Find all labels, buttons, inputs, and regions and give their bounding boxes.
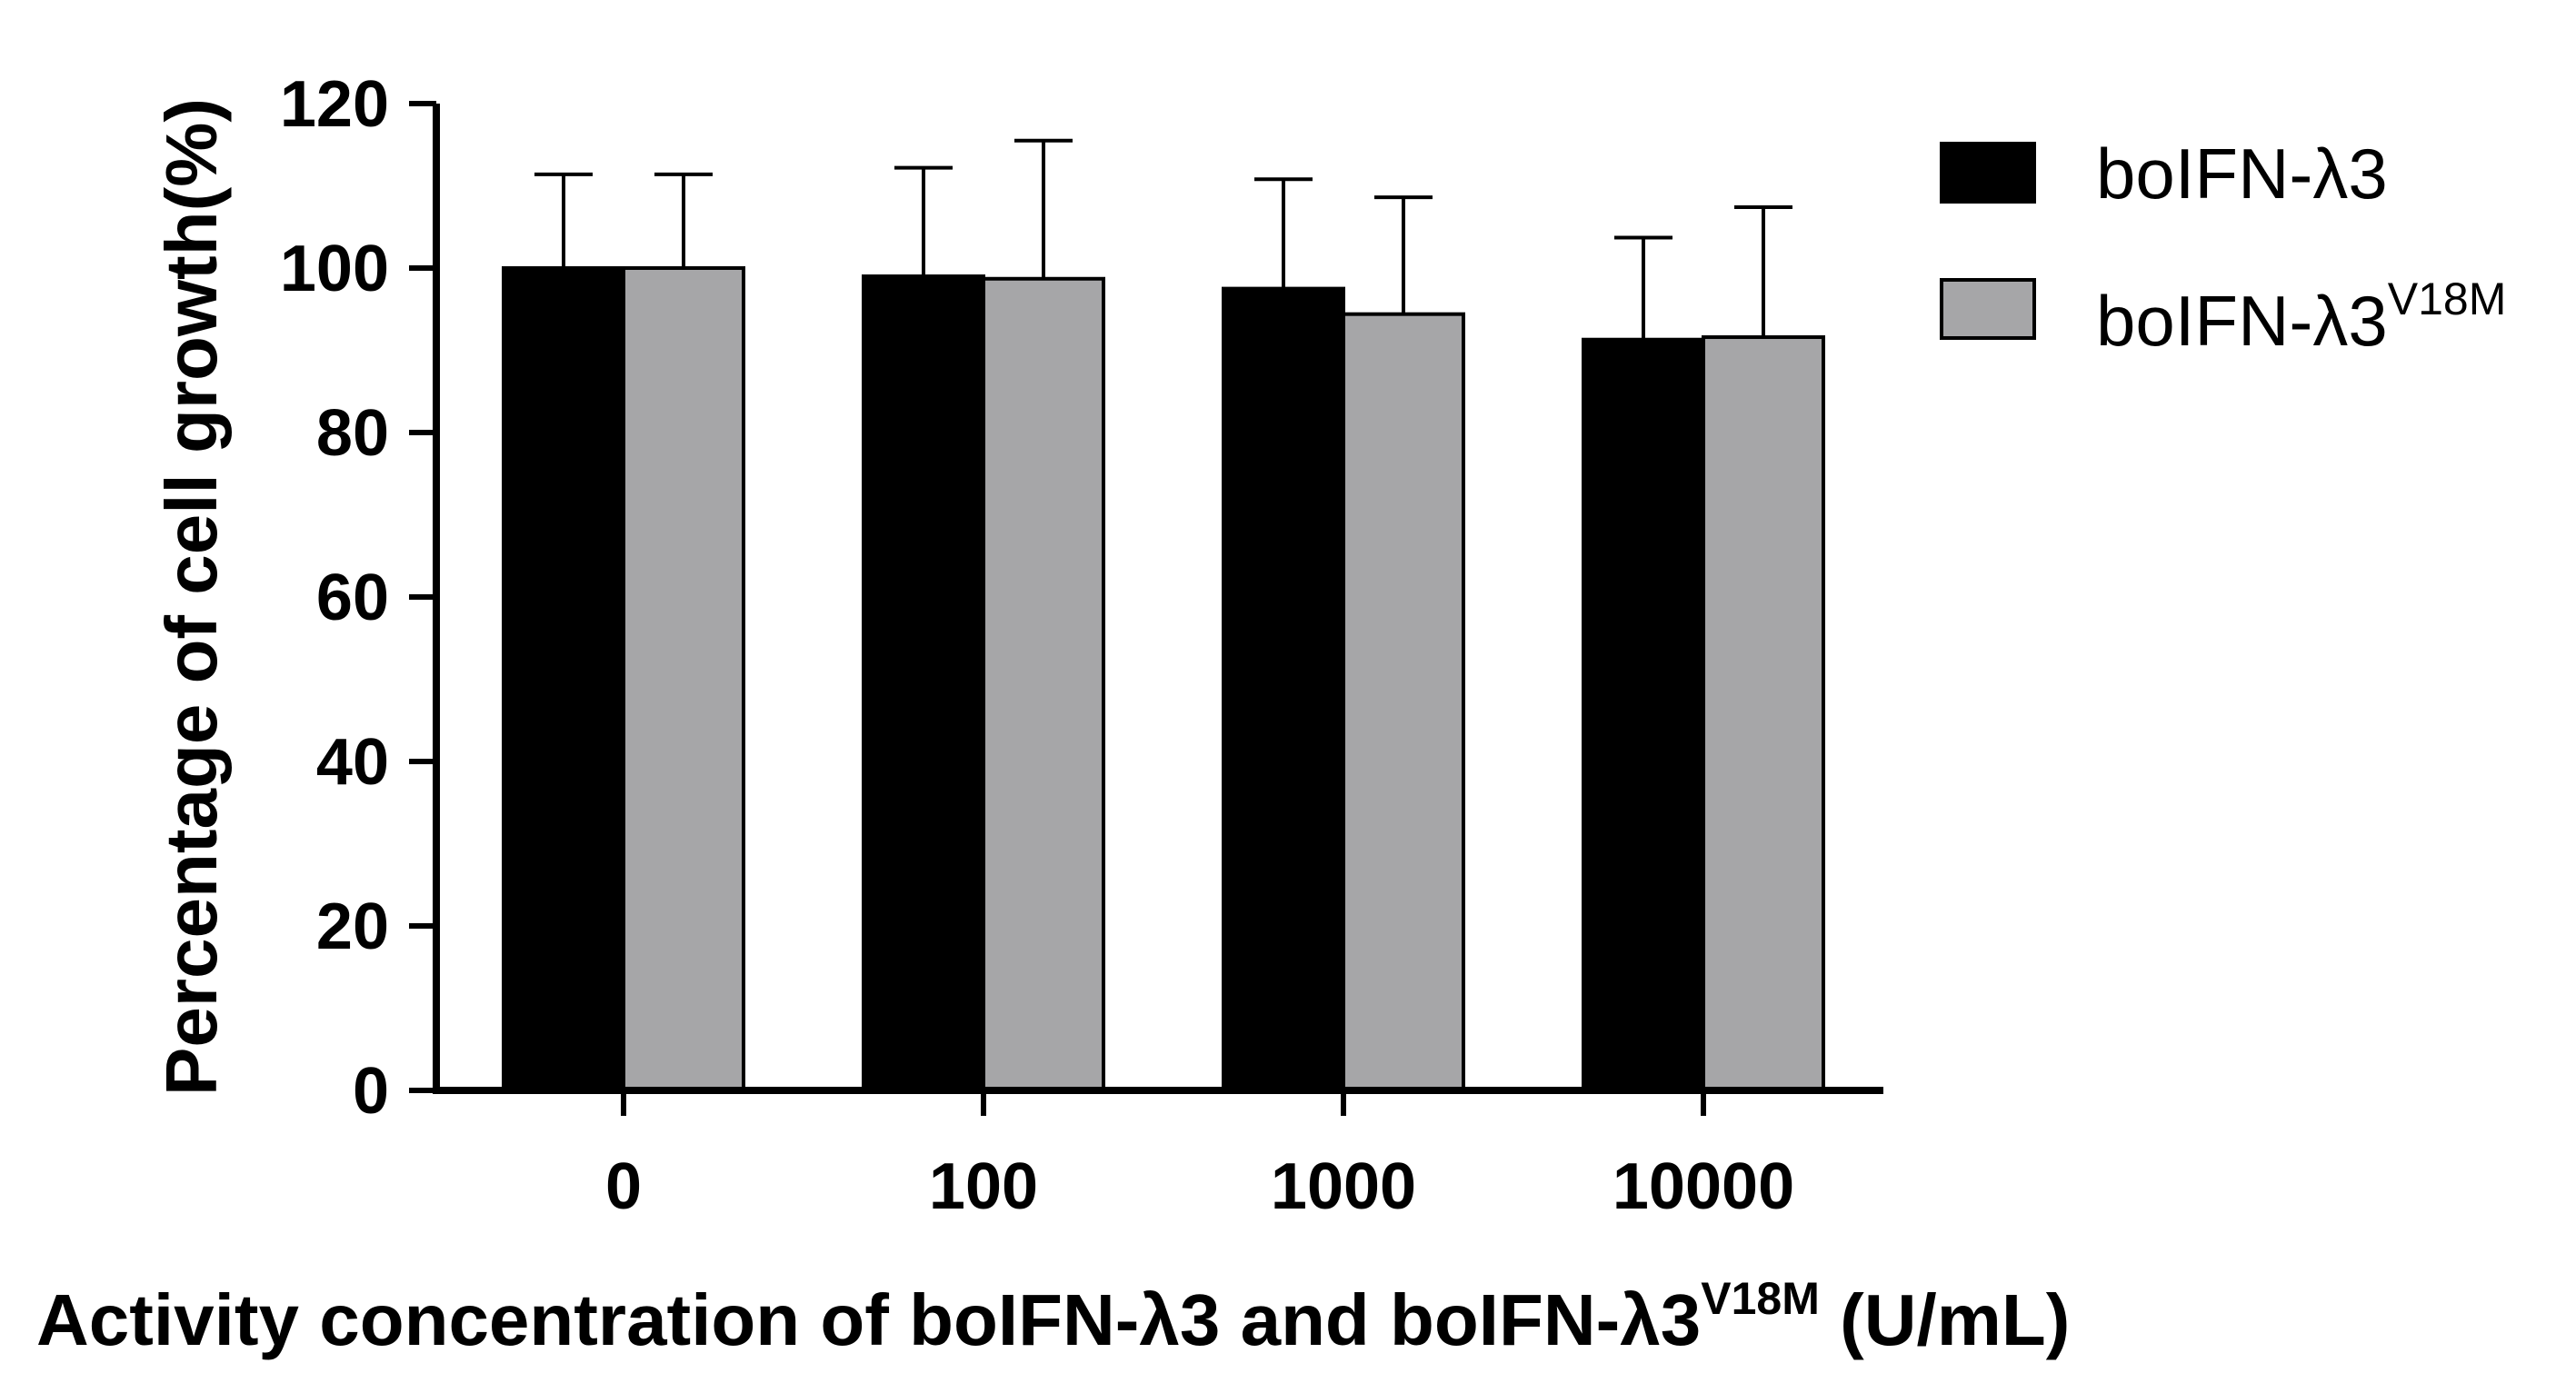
legend-swatch-0 — [1940, 142, 2036, 204]
y-tick-label-4: 80 — [316, 397, 389, 470]
bar-s0-c3 — [1582, 337, 1705, 1092]
x-axis-title-main: Activity concentration of boIFN-λ3 and b… — [36, 1279, 1701, 1360]
legend: boIFN-λ3 boIFN-λ3V18M — [1940, 134, 2506, 361]
y-axis-title: Percentage of cell growth(%) — [151, 98, 232, 1096]
bar-s1-c0 — [622, 266, 745, 1092]
y-tick-label-1: 20 — [316, 891, 389, 963]
y-tick-label-6: 120 — [280, 68, 389, 141]
x-axis-title-sup: V18M — [1701, 1273, 1820, 1324]
x-tick-label-1: 100 — [929, 1150, 1038, 1223]
error-bars-layer — [534, 138, 1792, 340]
bar-s1-c3 — [1702, 335, 1825, 1092]
bar-s0-c0 — [502, 266, 625, 1092]
legend-label-0: boIFN-λ3 — [2096, 134, 2388, 214]
bar-s1-c1 — [982, 276, 1105, 1092]
legend-swatch-1 — [1940, 278, 2036, 340]
x-tick-label-2: 1000 — [1271, 1150, 1416, 1223]
bar-s0-c2 — [1222, 286, 1345, 1092]
bar-s0-c1 — [862, 274, 985, 1092]
y-ticks-layer: 0 20 40 60 80 100 120 — [280, 68, 436, 1128]
x-axis-title: Activity concentration of boIFN-λ3 and b… — [36, 1273, 2070, 1360]
bar-s1-c2 — [1342, 312, 1465, 1092]
x-tick-label-0: 0 — [605, 1150, 642, 1223]
y-tick-label-3: 60 — [316, 562, 389, 634]
legend-label-1: boIFN-λ3V18M — [2096, 274, 2506, 361]
y-tick-label-5: 100 — [280, 233, 389, 305]
x-tick-label-3: 10000 — [1612, 1150, 1794, 1223]
y-tick-label-2: 40 — [316, 726, 389, 799]
y-tick-label-0: 0 — [353, 1055, 389, 1128]
x-axis-title-suffix: (U/mL) — [1820, 1279, 2071, 1360]
bars-layer — [502, 266, 1825, 1092]
x-ticks-layer: 0 100 1000 10000 — [605, 1090, 1794, 1223]
